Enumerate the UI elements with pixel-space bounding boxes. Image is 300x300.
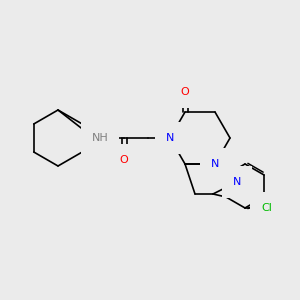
Text: N: N xyxy=(233,177,241,187)
Text: N: N xyxy=(211,159,219,169)
Text: N: N xyxy=(166,133,174,143)
Text: NH: NH xyxy=(92,133,108,143)
Text: Cl: Cl xyxy=(262,203,272,213)
Text: O: O xyxy=(120,155,128,165)
Text: O: O xyxy=(181,87,189,97)
